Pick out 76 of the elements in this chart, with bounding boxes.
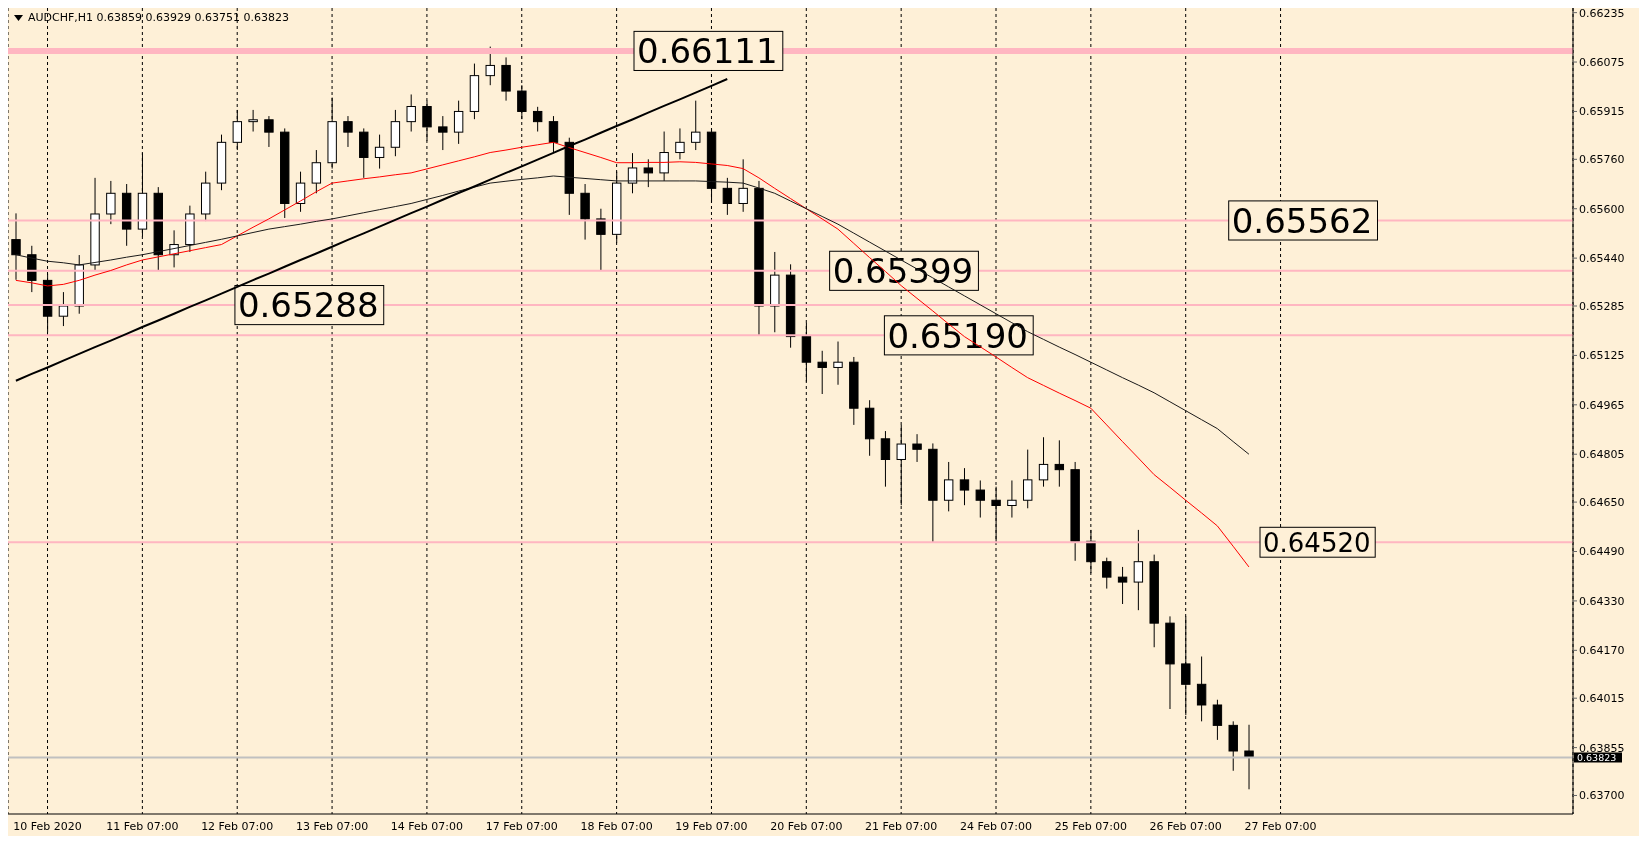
candlestick [1054, 439, 1065, 488]
y-tick-label: 0.64650 [1579, 496, 1625, 509]
candlestick [1133, 529, 1144, 611]
x-tick-label: 13 Feb 07:00 [295, 819, 369, 833]
x-tick-label: 26 Feb 07:00 [1149, 819, 1222, 833]
candlestick [548, 115, 559, 154]
candlestick [311, 149, 322, 194]
candlestick [912, 433, 922, 463]
candlestick [722, 177, 733, 216]
x-tick-label: 25 Feb 07:00 [1054, 819, 1127, 833]
ref-line-label: 0.65288 [237, 285, 379, 326]
candlestick [596, 208, 606, 272]
candlestick [232, 109, 243, 151]
candlestick [532, 106, 543, 133]
candlestick [11, 212, 21, 281]
y-tick-label: 0.65440 [1579, 252, 1625, 266]
candlestick [248, 109, 258, 133]
candlestick [1196, 656, 1207, 722]
x-tick-label: 24 Feb 07:00 [959, 819, 1033, 833]
candlestick [1023, 449, 1033, 509]
candlestick [1007, 479, 1017, 519]
y-tick-label: 0.65125 [1579, 349, 1625, 363]
candlestick [343, 115, 353, 148]
candlestick [438, 115, 448, 151]
candlestick [1212, 699, 1223, 741]
y-tick-label: 0.64805 [1579, 448, 1625, 462]
candlestick [959, 467, 970, 506]
candlestick [1117, 566, 1128, 605]
x-tick-label: 18 Feb 07:00 [580, 819, 653, 833]
candlestick [833, 341, 843, 386]
candlestick [485, 46, 495, 86]
y-tick-label: 0.65600 [1579, 202, 1625, 216]
x-tick-label: 17 Feb 07:00 [485, 819, 558, 833]
candlestick [374, 134, 385, 170]
x-tick-label: 21 Feb 07:00 [865, 819, 938, 833]
y-tick-label: 0.64015 [1579, 692, 1625, 706]
y-tick-label: 0.65285 [1579, 299, 1625, 313]
x-tick-label: 27 Feb 07:00 [1244, 819, 1317, 833]
candlestick [675, 127, 685, 160]
y-tick-label: 0.65915 [1579, 105, 1625, 119]
candlestick [295, 171, 306, 213]
x-tick-label: 11 Feb 07:00 [106, 819, 179, 833]
y-tick-label: 0.65760 [1579, 153, 1625, 167]
candlestick [991, 486, 1001, 543]
candlestick [691, 100, 701, 151]
candlestick [659, 131, 669, 182]
x-tick-label: 10 Feb 2020 [13, 819, 82, 833]
x-tick-label: 19 Feb 07:00 [675, 819, 748, 833]
candlestick [58, 291, 69, 327]
y-tick-label: 0.64170 [1579, 644, 1625, 658]
y-tick-label: 0.64330 [1579, 594, 1625, 608]
candlestick [817, 350, 827, 395]
candlestick [406, 93, 416, 133]
y-tick-label: 0.66075 [1579, 55, 1625, 69]
x-tick-label: 20 Feb 07:00 [770, 819, 843, 833]
candlestick [264, 115, 274, 148]
candlestick [943, 461, 954, 512]
x-tick-label: 12 Feb 07:00 [201, 819, 274, 833]
candlestick [453, 100, 464, 145]
x-tick-label: 14 Feb 07:00 [390, 819, 463, 833]
candlestick [738, 158, 748, 213]
ref-line-label: 0.65562 [1231, 200, 1373, 241]
y-tick-label: 0.64490 [1579, 545, 1625, 559]
candlestick [517, 84, 527, 120]
y-tick-label: 0.64965 [1579, 398, 1625, 412]
candlestick [1102, 557, 1112, 590]
candlestick [880, 430, 891, 488]
candlestick [106, 180, 116, 225]
candlestick [975, 479, 985, 519]
y-tick-label: 0.63700 [1579, 789, 1625, 803]
candlestick [1038, 436, 1049, 488]
chart-title: AUDCHF,H1 0.63859 0.63929 0.63751 0.63823 [28, 11, 290, 24]
y-tick-label: 0.66235 [1579, 6, 1625, 20]
ref-line-label: 0.64520 [1263, 527, 1371, 558]
candlestick [643, 158, 654, 188]
ref-line-label: 0.66111 [637, 31, 778, 72]
